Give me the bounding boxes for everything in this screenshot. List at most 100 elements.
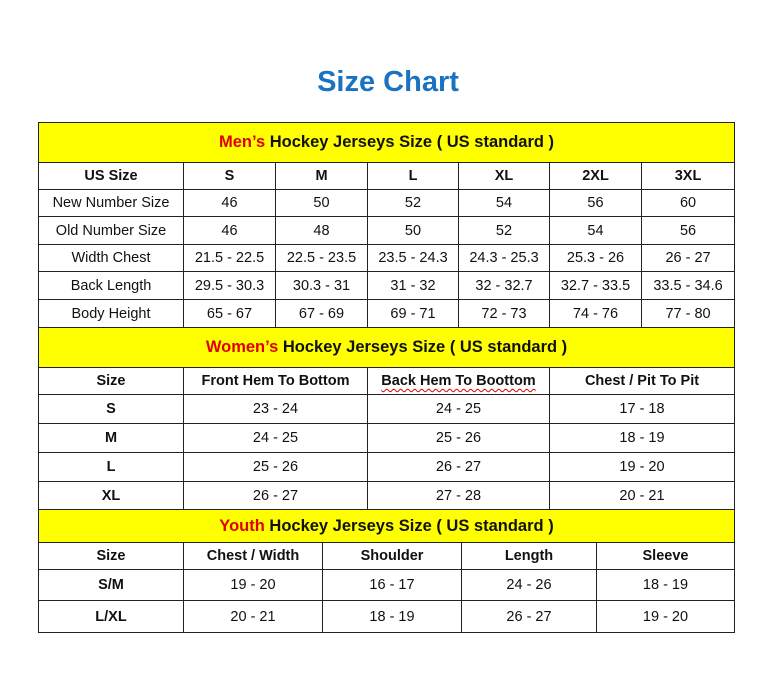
cell-text: 24 - 25 <box>435 401 482 417</box>
cell-text: 30.3 - 31 <box>292 277 351 294</box>
cell-text: 46 <box>221 222 238 239</box>
womens-heading-highlight: Women’s <box>205 338 279 356</box>
table-cell: 72 - 73 <box>458 299 550 328</box>
cell-text: 26 - 27 <box>252 487 299 504</box>
table-cell: 19 - 20 <box>183 569 323 601</box>
mens-heading-highlight: Men’s <box>219 133 266 151</box>
cell-text: Chest / Pit To Pit <box>584 373 700 389</box>
page-title: Size Chart <box>317 66 459 98</box>
cell-text: Chest / Width <box>206 548 300 564</box>
table-cell: 27 - 28 <box>367 481 550 510</box>
cell-text: 52 <box>495 222 513 239</box>
cell-text: 18 - 19 <box>619 430 665 446</box>
table-cell: 74 - 76 <box>549 299 642 328</box>
cell-text: 32.7 - 33.5 <box>560 277 631 294</box>
youth-heading-highlight: Youth <box>219 516 265 535</box>
womens-section-heading: Women’s Hockey Jerseys Size ( US standar… <box>37 327 736 368</box>
cell-text: Front Hem To Bottom <box>201 373 350 389</box>
cell-text: 24 - 25 <box>252 430 299 446</box>
cell-text: 65 - 67 <box>206 305 253 322</box>
table-cell: 25 - 26 <box>367 423 550 453</box>
women-table-row: XL 26 - 27 27 - 28 20 - 21 <box>38 481 736 510</box>
womens-heading-text: Hockey Jerseys Size ( US standard ) <box>278 338 568 356</box>
column-header: 3XL <box>640 162 736 190</box>
cell-text: L <box>408 168 418 184</box>
cell-text: 54 <box>495 195 513 211</box>
cell-text: Width Chest <box>71 250 151 266</box>
table-cell: 60 <box>640 189 736 217</box>
row-label: S <box>38 394 184 424</box>
column-header: Chest / Pit To Pit <box>548 367 736 395</box>
column-header: US Size <box>38 162 184 190</box>
cell-text: 48 <box>313 222 330 239</box>
cell-text: 25 - 26 <box>252 459 299 475</box>
column-header: Length <box>461 542 597 570</box>
column-header: Chest / Width <box>183 542 323 570</box>
table-cell: 56 <box>549 189 642 217</box>
column-header: Size <box>38 542 184 570</box>
table-cell: 54 <box>458 189 550 217</box>
table-cell: 20 - 21 <box>548 481 736 510</box>
table-cell: 29.5 - 30.3 <box>183 271 276 300</box>
cell-text: 26 - 27 <box>435 459 482 475</box>
cell-text: 72 - 73 <box>481 305 527 322</box>
cell-text: 56 <box>587 195 604 211</box>
cell-text: S/M <box>98 577 124 593</box>
row-label: L <box>38 452 184 482</box>
cell-text: 19 - 20 <box>619 459 665 475</box>
cell-text: US Size <box>84 168 138 184</box>
table-cell: 16 - 17 <box>322 569 462 601</box>
cell-text: 16 - 17 <box>369 577 415 593</box>
table-cell: 50 <box>367 216 459 245</box>
cell-text: 21.5 - 22.5 <box>194 250 265 266</box>
table-cell: 26 - 27 <box>183 481 368 510</box>
men-header-row: US Size S M L XL 2XL 3XL <box>38 162 736 190</box>
womens-size-table: Women’s Hockey Jerseys Size ( US standar… <box>37 327 736 510</box>
table-cell: 26 - 27 <box>461 600 597 633</box>
youth-header-row: Size Chest / Width Shoulder Length Sleeve <box>38 542 736 570</box>
cell-text: 20 - 21 <box>230 608 276 625</box>
table-cell: 23 - 24 <box>183 394 368 424</box>
table-cell: 25.3 - 26 <box>549 244 642 272</box>
column-header: XL <box>458 162 550 190</box>
cell-text: 2XL <box>582 168 609 184</box>
table-cell: 32 - 32.7 <box>458 271 550 300</box>
table-cell: 18 - 19 <box>322 600 462 633</box>
cell-text: 67 - 69 <box>298 305 345 322</box>
cell-text: 24 - 26 <box>506 577 552 593</box>
cell-text: Size <box>96 373 126 389</box>
table-cell: 30.3 - 31 <box>275 271 368 300</box>
cell-text: 46 <box>221 195 238 211</box>
cell-text: XL <box>494 168 514 184</box>
cell-text: 19 - 20 <box>230 577 276 593</box>
column-header: Sleeve <box>595 542 736 570</box>
cell-text: Size <box>96 548 126 564</box>
table-cell: 52 <box>458 216 550 245</box>
column-header: S <box>183 162 276 190</box>
cell-text: 54 <box>587 222 604 239</box>
table-cell: 69 - 71 <box>367 299 459 328</box>
table-cell: 19 - 20 <box>595 600 736 633</box>
cell-text: 18 - 19 <box>369 608 415 625</box>
cell-text: M <box>104 430 118 446</box>
cell-text: 18 - 19 <box>642 577 689 593</box>
table-cell: 32.7 - 33.5 <box>549 271 642 300</box>
men-table-row: Body Height 65 - 67 67 - 69 69 - 71 72 - 73 7… <box>38 299 736 328</box>
cell-text: M <box>315 168 328 184</box>
women-table-row: S 23 - 24 24 - 25 17 - 18 <box>38 394 736 424</box>
men-table-row: Width Chest 21.5 - 22.5 22.5 - 23.5 23.5 - … <box>38 244 736 272</box>
cell-text: Back Length <box>70 277 152 294</box>
cell-text: 60 <box>679 195 697 211</box>
table-cell: 24 - 25 <box>183 423 368 453</box>
table-cell: 56 <box>640 216 736 245</box>
youth-table-row: L/XL 20 - 21 18 - 19 26 - 27 19 - 20 <box>38 600 736 633</box>
youth-size-table: Youth Hockey Jerseys Size ( US standard … <box>37 509 736 633</box>
cell-text: 20 - 21 <box>619 487 665 504</box>
youth-table-row: S/M 19 - 20 16 - 17 24 - 26 18 - 19 <box>38 569 736 601</box>
table-cell: 22.5 - 23.5 <box>275 244 368 272</box>
row-label: L/XL <box>38 600 184 633</box>
mens-heading-text: Hockey Jerseys Size ( US standard ) <box>265 133 555 151</box>
cell-text: 25.3 - 26 <box>566 250 625 266</box>
cell-text: 23.5 - 24.3 <box>378 250 448 266</box>
cell-text: 19 - 20 <box>642 608 689 625</box>
